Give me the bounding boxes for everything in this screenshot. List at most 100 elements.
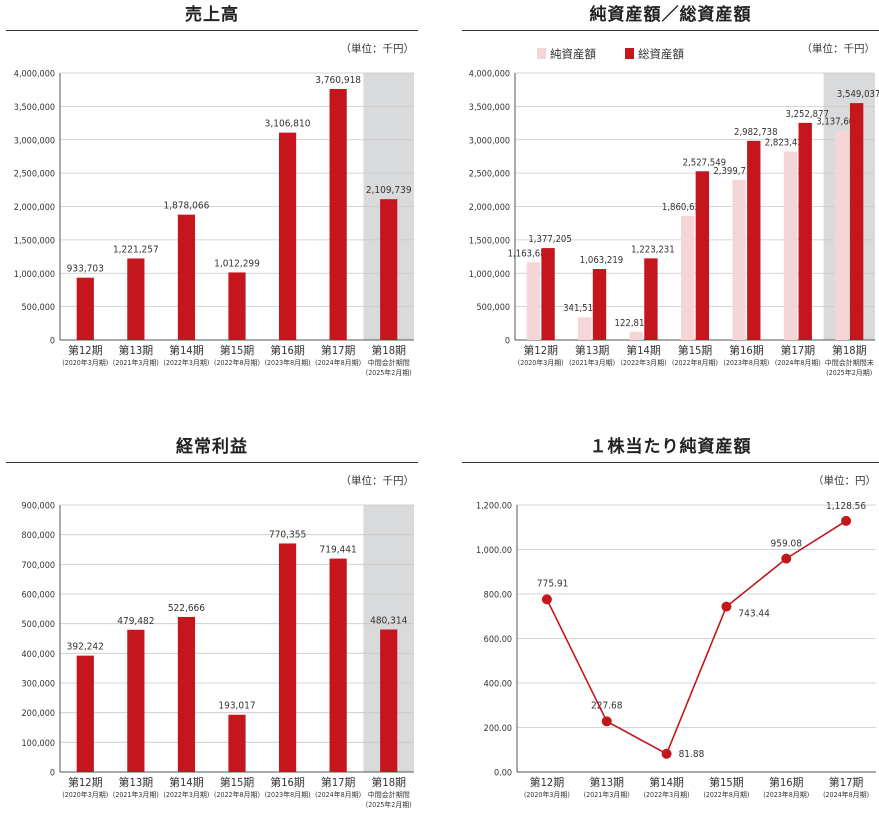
- x-tick-sublabel: (2022年3月期): [621, 358, 667, 367]
- x-tick-label: 第12期: [523, 343, 558, 357]
- data-label: 1,012,299: [214, 258, 260, 269]
- x-tick-label: 第13期: [119, 343, 154, 357]
- y-tick-label: 3,000,000: [469, 136, 510, 146]
- x-tick-label: 第18期: [832, 343, 867, 357]
- x-tick-sublabel: (2025年2月期): [826, 368, 872, 377]
- y-tick-label: 3,500,000: [14, 103, 55, 113]
- data-label: 2,982,738: [734, 127, 777, 138]
- y-tick-label: 1,500,000: [469, 236, 510, 246]
- data-label: 1,377,205: [528, 234, 571, 245]
- bar: [798, 122, 812, 341]
- data-label: 743.44: [738, 609, 770, 620]
- data-label: 2,823,430: [765, 138, 808, 149]
- x-tick-label: 第15期: [220, 775, 255, 789]
- x-tick-label: 第18期: [371, 343, 406, 357]
- x-tick-sublabel: (2022年8月期): [703, 790, 749, 799]
- x-tick-label: 第17期: [829, 775, 864, 789]
- x-tick-sublabel: (2021年3月期): [569, 358, 615, 367]
- data-label: 2,399,718: [713, 166, 756, 177]
- unit-label: （単位：千円）: [802, 42, 876, 55]
- x-tick-sublabel: (2023年8月期): [763, 790, 809, 799]
- x-tick-label: 第17期: [781, 343, 816, 357]
- data-label: 480,314: [370, 616, 407, 627]
- y-tick-label: 1,000.00: [476, 546, 512, 556]
- y-tick-label: 500,000: [22, 620, 55, 630]
- data-label: 341,517: [563, 303, 598, 314]
- chart-title: 純資産額／総資産額: [462, 0, 879, 31]
- data-point: [601, 716, 612, 727]
- bar: [644, 258, 658, 340]
- data-label: 2,527,549: [683, 157, 726, 168]
- data-label: 3,760,918: [315, 75, 361, 86]
- x-tick-sublabel: (2025年2月期): [366, 368, 412, 377]
- bar: [76, 655, 94, 772]
- y-tick-label: 300,000: [22, 680, 55, 690]
- y-tick-label: 2,000,000: [14, 203, 55, 213]
- x-tick-label: 第16期: [769, 775, 804, 789]
- data-point: [721, 601, 732, 612]
- assets-chart: （単位：千円） 0 500,000 1,000,000 1,500,000 2,000,0…: [469, 42, 879, 377]
- x-tick-label: 第12期: [530, 775, 565, 789]
- chart-title: 経常利益: [6, 432, 418, 463]
- ordinary-panel: 経常利益 （単位：千円） 0 100,000 200,000 300,000 400,00…: [6, 432, 418, 829]
- data-point: [661, 748, 672, 759]
- data-label: 3,106,810: [265, 119, 311, 130]
- bar: [732, 179, 746, 340]
- data-label: 719,441: [320, 545, 357, 556]
- data-label: 3,549,037: [837, 89, 879, 100]
- series-line: [546, 520, 847, 755]
- x-tick-sublabel: 中間会計期間: [368, 790, 410, 799]
- data-label: 1,878,066: [164, 201, 210, 212]
- bar: [835, 130, 849, 340]
- bar: [783, 151, 798, 340]
- y-tick-label: 800,000: [22, 531, 55, 541]
- y-tick-label: 600.00: [484, 635, 512, 645]
- x-tick-label: 第13期: [589, 775, 624, 789]
- x-tick-sublabel: (2022年3月期): [644, 790, 690, 799]
- x-tick-label: 第13期: [119, 775, 154, 789]
- x-tick-sublabel: (2024年8月期): [823, 790, 869, 799]
- y-tick-label: 2,500,000: [469, 170, 510, 180]
- data-point: [841, 515, 852, 526]
- x-tick-label: 第14期: [169, 343, 204, 357]
- y-tick-label: 0.00: [494, 769, 512, 779]
- data-label: 522,666: [168, 603, 205, 614]
- unit-label: （単位：円）: [813, 474, 876, 487]
- bar: [695, 171, 710, 340]
- y-tick-label: 600,000: [22, 591, 55, 601]
- x-tick-label: 第12期: [68, 343, 103, 357]
- bar: [228, 272, 246, 340]
- y-tick-label: 400.00: [484, 680, 512, 690]
- bar: [747, 140, 761, 340]
- y-tick-label: 2,500,000: [14, 170, 55, 180]
- x-tick-sublabel: (2020年3月期): [62, 358, 108, 367]
- bar: [177, 616, 196, 772]
- y-tick-label: 0: [505, 337, 510, 347]
- x-tick-sublabel: (2024年8月期): [315, 358, 361, 367]
- y-tick-label: 1,200.00: [476, 502, 512, 512]
- data-label: 1,223,231: [631, 244, 674, 255]
- sales-panel: 売上高 （単位：千円） 0 500,000 1,000,000 1,500,000 2,0…: [6, 0, 418, 410]
- x-tick-sublabel: (2023年8月期): [723, 358, 769, 367]
- unit-label: （単位：千円）: [341, 42, 415, 55]
- chart-title: １株当たり純資産額: [462, 432, 879, 463]
- x-tick-label: 第16期: [270, 343, 305, 357]
- x-tick-sublabel: 中間会計期間: [368, 358, 410, 367]
- bar: [127, 629, 145, 772]
- x-tick-label: 第14期: [626, 343, 661, 357]
- x-tick-label: 第12期: [68, 775, 103, 789]
- bar: [380, 629, 398, 772]
- y-tick-label: 500,000: [22, 303, 55, 313]
- y-tick-label: 100,000: [22, 739, 55, 749]
- data-label: 81.88: [679, 749, 705, 760]
- bar: [76, 277, 94, 340]
- data-label: 392,242: [67, 642, 104, 653]
- data-label: 933,703: [67, 264, 104, 275]
- y-tick-label: 900,000: [22, 502, 55, 512]
- legend-label: 総資産額: [638, 47, 684, 61]
- sales-chart: （単位：千円） 0 500,000 1,000,000 1,500,000 2,000,0…: [14, 42, 415, 377]
- bar: [629, 331, 643, 340]
- pershare-chart: （単位：円） 0.00 200.00 400.00 600.00 800.00 1,000.…: [476, 474, 876, 799]
- bar: [592, 269, 607, 340]
- x-tick-label: 第15期: [678, 343, 713, 357]
